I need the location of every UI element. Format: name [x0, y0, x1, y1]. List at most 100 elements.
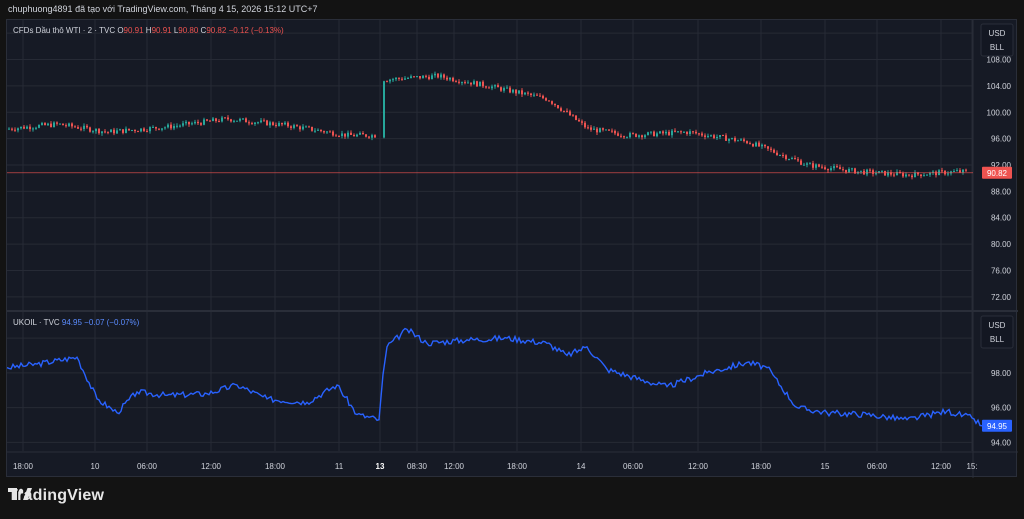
price-tick-label: 94.00 — [991, 438, 1012, 447]
candle-body — [602, 128, 604, 130]
candle-body — [284, 122, 286, 125]
candle-body — [41, 123, 43, 125]
candle-body — [233, 120, 235, 122]
candle-body — [389, 79, 391, 82]
candle-body — [122, 129, 124, 133]
candle-body — [707, 135, 709, 137]
candle-body — [155, 126, 157, 129]
candle-body — [317, 129, 319, 131]
candle-body — [338, 135, 340, 137]
candle-body — [20, 126, 22, 129]
candle-body — [125, 128, 127, 133]
candle-body — [878, 171, 880, 174]
candle-body — [632, 133, 634, 135]
chart-container[interactable]: 112.00108.00104.00100.0096.0092.0088.008… — [6, 19, 1018, 478]
candle-body — [773, 149, 775, 153]
candle-body — [146, 130, 148, 132]
candle-body — [185, 121, 187, 124]
candle-body — [665, 131, 667, 134]
candle-body — [398, 77, 400, 79]
candle-body — [527, 92, 529, 94]
candle-body — [431, 75, 433, 80]
candle-body — [656, 133, 658, 137]
candle-body — [449, 77, 451, 80]
candle-body — [8, 128, 10, 130]
candle-body — [275, 124, 277, 126]
candle-body — [914, 172, 916, 178]
candle-body — [179, 125, 181, 127]
candle-body — [455, 81, 457, 83]
candle-body — [209, 120, 211, 122]
candle-body — [152, 126, 154, 128]
candle-body — [563, 110, 565, 112]
candle-body — [65, 125, 67, 127]
candle-body — [962, 169, 964, 173]
candle-body — [950, 171, 952, 174]
candle-body — [794, 158, 796, 160]
price-tick-label: 96.00 — [991, 404, 1012, 413]
unit-label: BLL — [990, 335, 1005, 344]
candle-body — [791, 158, 793, 160]
candle-body — [386, 81, 388, 83]
candle-body — [611, 130, 613, 132]
price-tick-label: 76.00 — [991, 266, 1012, 275]
candle-body — [296, 125, 298, 127]
candle-body — [821, 166, 823, 168]
candle-body — [236, 120, 238, 122]
last-price-badge — [982, 166, 1012, 179]
candle-body — [674, 130, 676, 132]
candle-body — [767, 146, 769, 149]
candle-body — [158, 128, 160, 130]
candle-body — [344, 133, 346, 137]
candle-body — [104, 131, 106, 133]
candle-body — [485, 86, 487, 88]
candle-body — [434, 73, 436, 76]
candle-body — [266, 120, 268, 126]
candle-body — [86, 125, 88, 128]
price-tick-label: 108.00 — [987, 56, 1012, 65]
candle-body — [143, 128, 145, 131]
candle-body — [572, 115, 574, 117]
candle-body — [920, 174, 922, 177]
candle-body — [299, 126, 301, 130]
candle-body — [737, 140, 739, 142]
candle-body — [659, 131, 661, 134]
candle-body — [101, 131, 103, 134]
candle-body — [182, 123, 184, 126]
candle-body — [269, 122, 271, 126]
candle-body — [848, 168, 850, 173]
candle-body — [347, 132, 349, 137]
candle-body — [254, 122, 256, 124]
candle-body — [311, 126, 313, 131]
candle-body — [374, 135, 376, 138]
time-tick-label: 18:00 — [507, 462, 528, 471]
candle-body — [668, 131, 670, 136]
candle-body — [851, 168, 853, 170]
candle-body — [929, 172, 931, 175]
currency-label: USD — [989, 29, 1006, 38]
candle-body — [923, 175, 925, 177]
candle-body — [890, 172, 892, 175]
candle-body — [956, 170, 958, 172]
candle-body — [167, 124, 169, 128]
candle-body — [653, 131, 655, 137]
time-tick-label: 06:00 — [137, 462, 158, 471]
candle-body — [605, 129, 607, 131]
candle-body — [680, 131, 682, 133]
candle-body — [359, 132, 361, 135]
candle-body — [443, 74, 445, 78]
last-price-label: 94.95 — [987, 422, 1008, 431]
candle-body — [128, 128, 130, 131]
chart-svg[interactable]: 112.00108.00104.00100.0096.0092.0088.008… — [7, 20, 1018, 478]
candle-body — [626, 137, 628, 139]
candle-body — [875, 173, 877, 175]
candle-body — [743, 139, 745, 142]
candle-body — [170, 124, 172, 129]
candle-body — [197, 121, 199, 124]
candle-body — [692, 131, 694, 133]
time-tick-label: 12:00 — [931, 462, 952, 471]
candle-body — [749, 143, 751, 145]
candle-body — [416, 76, 418, 78]
candle-body — [332, 131, 334, 136]
candle-body — [302, 126, 304, 130]
